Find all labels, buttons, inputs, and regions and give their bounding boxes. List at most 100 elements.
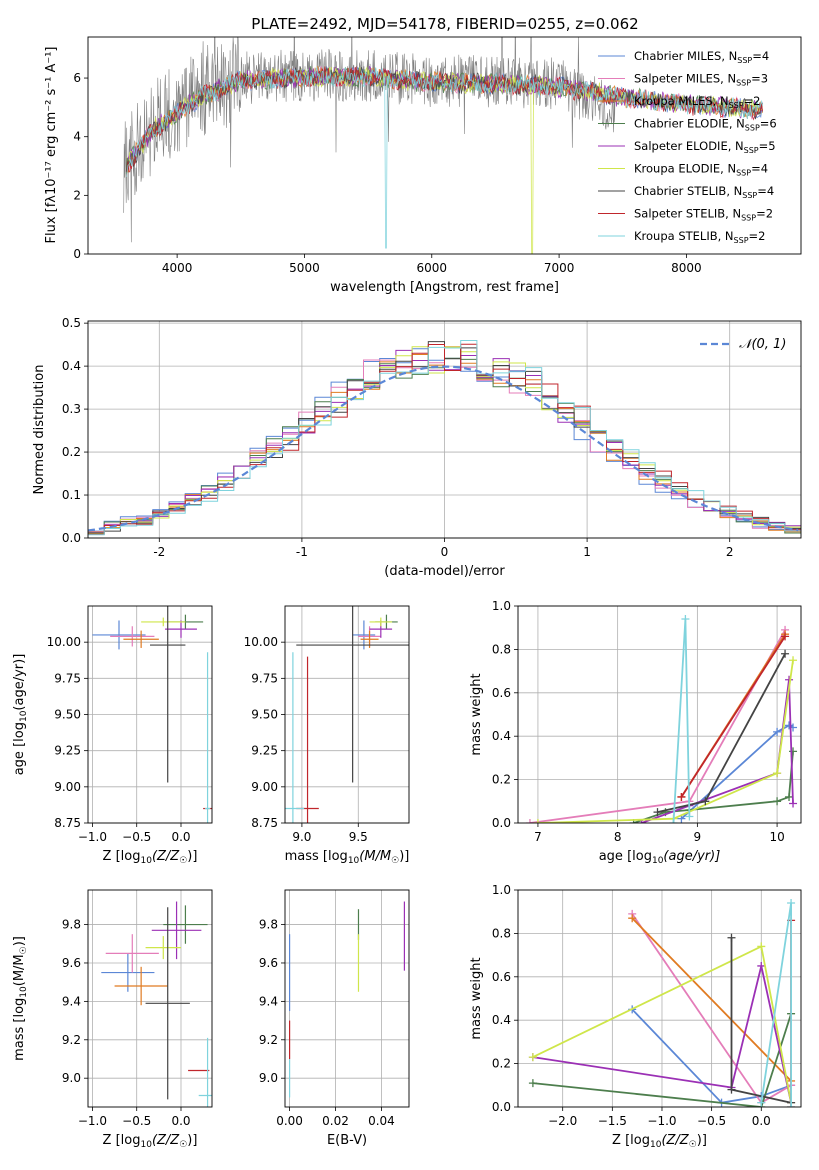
legend-suffix: =2 (756, 207, 773, 221)
x-tick-label: 2 (726, 545, 734, 559)
y-tick-label: 9.75 (54, 671, 81, 685)
weight-line (529, 629, 786, 823)
label-part: (M/M (12, 954, 27, 986)
panel-age-vs-Z: −1.0 −0.5 0.0 8.75 9.00 9.25 9.50 9.75 10.00 Z [l… (12, 605, 213, 866)
plot-area (288, 901, 406, 1098)
legend-sub: SSP (742, 191, 757, 200)
y-tick-label: 9.00 (251, 780, 278, 794)
x-tick-label: 7000 (544, 261, 575, 275)
y-tick-label: 9.8 (259, 918, 278, 932)
weight-marker (757, 942, 766, 951)
legend-label: Salpeter STELIB, NSSP=2 (634, 207, 773, 223)
weight-marker (781, 649, 790, 658)
x-axis-label: Z [log10(Z/Z☉)] (103, 1133, 198, 1150)
x-tick-label: 0.0 (752, 1114, 771, 1128)
y-tick-label: 9.2 (259, 1033, 278, 1047)
y-tick-label: 2 (73, 188, 81, 202)
label-part: 10 (650, 1140, 662, 1150)
label-part: )] (697, 1133, 707, 1148)
legend-sub: SSP (737, 56, 752, 65)
label-part: ☉ (689, 1140, 697, 1150)
weight-line (537, 660, 794, 823)
x-tick-label: -2 (153, 545, 165, 559)
legend-suffix: =3 (751, 72, 768, 86)
y-tick-label: 8.75 (251, 816, 278, 830)
legend-suffix: =4 (752, 49, 769, 63)
y-tick-label: 9.8 (62, 918, 81, 932)
plot-area (123, 37, 763, 254)
label-part: age [log (599, 849, 652, 864)
x-tick-label: 1 (583, 545, 591, 559)
weight-line (532, 1013, 792, 1107)
plot-area (88, 340, 801, 538)
x-tick-label: 6000 (416, 261, 447, 275)
label-part: ☉ (179, 1140, 187, 1150)
legend-text: Kroupa ELODIE, N (634, 162, 736, 176)
y-tick-label: 9.0 (259, 1071, 278, 1085)
panel-mass-vs-Z: −1.0 −0.5 0.09.09.29.49.69.8Z [log10(Z/Z☉)… (12, 889, 213, 1150)
x-tick-label: 5000 (289, 261, 320, 275)
label-part: 10 (652, 856, 664, 866)
weight-line (631, 917, 792, 1082)
legend-suffix: =4 (751, 162, 768, 176)
y-tick-label: 10.00 (47, 635, 81, 649)
y-tick-label: 0.2 (492, 1057, 511, 1071)
histogram-series (88, 343, 801, 538)
y-tick-label: 9.6 (62, 956, 81, 970)
legend-sub: SSP (736, 169, 751, 178)
y-tick-label: 0.4 (492, 729, 511, 743)
y-tick-label: 0.2 (62, 445, 81, 459)
label-part: )] (187, 849, 197, 864)
weight-marker (525, 819, 534, 823)
panel-weight-vs-Z: −2.0 −1.5 −1.0 −0.5 0.0 0.0 0.2 0.4 0.6 0.8 1.0 Z [… (469, 883, 802, 1150)
y-tick-label: 9.25 (251, 744, 278, 758)
weight-marker (701, 797, 710, 806)
x-tick-label: −0.5 (122, 1114, 151, 1128)
x-tick-label: −2.0 (548, 1114, 577, 1128)
label-part: (Z/Z (152, 1133, 180, 1148)
axes-frame (284, 605, 410, 824)
y-axis-label: mass weight (469, 957, 484, 1039)
weight-marker (787, 899, 796, 908)
y-tick-label: 9.4 (259, 994, 278, 1008)
label-part: mass [log (12, 998, 27, 1061)
legend-sub: SSP (744, 146, 759, 155)
y-tick-label: 9.75 (251, 671, 278, 685)
legend-text: Salpeter MILES, N (634, 72, 736, 86)
weight-line (631, 1008, 792, 1104)
legend-text: Chabrier MILES, N (634, 49, 737, 63)
normal-curve (88, 365, 799, 532)
x-tick-label: −1.5 (598, 1114, 627, 1128)
axes-frame (87, 605, 213, 824)
legend-text: Kroupa MILES, N (634, 94, 729, 108)
axes-frame (284, 889, 410, 1108)
panel-residuals: -2 -1 0 1 2 0.0 0.1 0.2 0.3 0.4 0.5 (data-model)/er… (32, 316, 802, 579)
legend-label: Salpeter ELODIE, NSSP=5 (634, 139, 776, 155)
x-tick-label: 0.0 (171, 1114, 190, 1128)
legend-sub: SSP (741, 214, 756, 223)
y-tick-label: 0.0 (492, 1100, 511, 1114)
weight-marker (789, 799, 798, 808)
weight-marker (653, 808, 662, 817)
weight-marker (727, 933, 736, 942)
x-axis-label: Z [log10(Z/Z☉)] (612, 1133, 707, 1150)
x-axis-label: age [log10(age/yr)] (599, 849, 721, 866)
y-tick-label: 8.75 (54, 816, 81, 830)
label-part: mass [log (285, 849, 348, 864)
y-tick-label: 1.0 (492, 883, 511, 897)
axes-frame (87, 36, 802, 255)
weight-marker (533, 819, 542, 823)
y-axis-label: Normed distribution (32, 365, 47, 495)
x-axis-label: wavelength [Angstrom, rest frame] (330, 280, 559, 295)
plot-area (525, 615, 798, 823)
axes-frame (517, 889, 802, 1108)
label-part: )] (187, 1133, 197, 1148)
y-tick-label: 0.8 (492, 642, 511, 656)
legend-suffix: =6 (760, 117, 777, 131)
label-part: 10 (140, 1140, 152, 1150)
legend-label: Chabrier MILES, NSSP=4 (634, 49, 769, 65)
y-tick-label: 10.00 (244, 635, 278, 649)
legend-label: Kroupa STELIB, NSSP=2 (634, 229, 765, 245)
y-tick-label: 0.4 (492, 1013, 511, 1027)
